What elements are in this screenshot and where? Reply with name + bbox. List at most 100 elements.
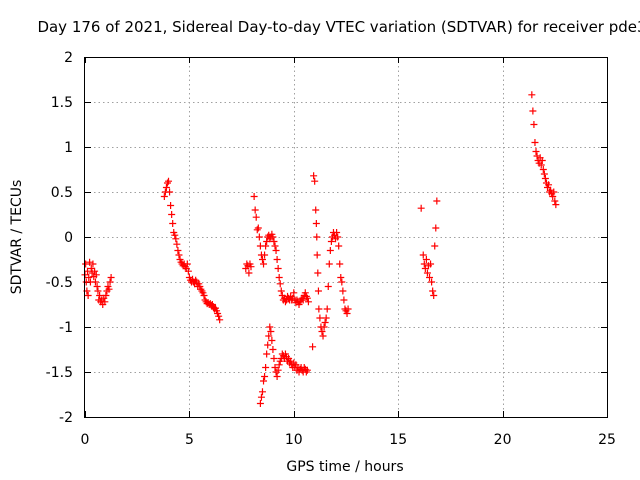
data-point [268, 337, 276, 344]
y-tick-label: 1 [64, 140, 73, 156]
data-point [312, 206, 320, 214]
x-axis-label: GPS time / hours [286, 459, 403, 475]
data-point [258, 388, 266, 396]
data-point [162, 184, 170, 191]
data-point [334, 233, 342, 241]
data-point [174, 247, 182, 254]
data-point [432, 224, 440, 232]
data-point [167, 202, 175, 209]
x-tick-label: 5 [185, 432, 194, 448]
data-point [250, 193, 258, 200]
data-point [256, 400, 264, 407]
data-point [529, 107, 537, 115]
data-point [276, 280, 284, 288]
data-point [273, 373, 281, 380]
data-point [261, 373, 269, 380]
data-point [419, 251, 427, 259]
data-point [91, 267, 99, 275]
data-point [101, 298, 109, 306]
data-point [537, 161, 545, 169]
data-point [323, 305, 331, 313]
data-point [532, 148, 540, 155]
data-point [422, 256, 430, 263]
data-point [303, 366, 311, 374]
data-point [431, 242, 439, 250]
data-point [313, 233, 321, 241]
data-point [315, 305, 323, 313]
data-point [160, 193, 168, 200]
data-point [340, 296, 348, 304]
data-point [269, 346, 277, 353]
data-point [338, 278, 346, 286]
y-tick-label: -2 [59, 410, 73, 426]
data-point [266, 323, 274, 331]
data-point [260, 377, 268, 385]
data-point [92, 271, 100, 279]
data-point [550, 188, 558, 196]
data-point [269, 233, 277, 241]
chart-title: Day 176 of 2021, Sidereal Day-to-day VTE… [37, 18, 640, 36]
data-point [316, 314, 324, 322]
data-point [318, 328, 326, 335]
data-point [326, 247, 334, 254]
data-point [309, 343, 317, 351]
data-point [324, 283, 332, 290]
data-point [311, 177, 319, 185]
data-point [320, 323, 328, 331]
data-point [262, 364, 270, 371]
data-point [91, 278, 99, 286]
data-point [255, 233, 263, 241]
data-point [290, 289, 298, 297]
data-point [427, 260, 435, 268]
data-point [263, 350, 271, 358]
data-point [552, 201, 560, 209]
data-point [262, 242, 270, 250]
data-point [335, 242, 343, 250]
y-tick-label: -1.5 [46, 365, 73, 381]
data-point [264, 341, 272, 349]
data-point [277, 287, 285, 295]
data-point [82, 260, 90, 268]
data-point [531, 139, 539, 146]
x-tick-label: 10 [285, 432, 303, 448]
data-point [337, 274, 345, 281]
data-points [81, 91, 560, 407]
data-point [336, 260, 344, 268]
data-point [165, 177, 173, 185]
data-point [322, 314, 330, 322]
data-point [333, 229, 341, 236]
y-tick-label: 1.5 [51, 95, 73, 111]
data-point [96, 292, 104, 299]
x-tick-label: 15 [389, 432, 407, 448]
data-point [538, 157, 546, 164]
data-point [528, 91, 536, 99]
data-point [321, 319, 329, 326]
data-point [171, 231, 179, 239]
data-point [303, 294, 311, 302]
x-tick-label: 20 [494, 432, 512, 448]
y-tick-label: 0 [64, 230, 73, 246]
data-point [343, 310, 351, 317]
data-point [420, 260, 428, 268]
data-point [216, 316, 224, 324]
data-point [106, 278, 114, 286]
data-point [313, 251, 321, 259]
data-point [319, 332, 327, 340]
data-point [275, 361, 283, 369]
data-point [270, 355, 278, 362]
y-axis-ticks: -2 -1.5 -1 -0.5 0 0.5 1 1.5 2 [46, 50, 607, 426]
data-point [107, 274, 115, 281]
data-point [270, 238, 278, 245]
data-point [327, 238, 335, 245]
data-point [314, 269, 322, 277]
data-point [258, 256, 266, 263]
data-point [84, 292, 92, 299]
data-point [252, 213, 260, 221]
data-point [183, 260, 191, 268]
data-point [433, 197, 441, 205]
y-tick-label: 0.5 [51, 185, 73, 201]
data-point [417, 204, 425, 212]
data-point [260, 260, 268, 268]
